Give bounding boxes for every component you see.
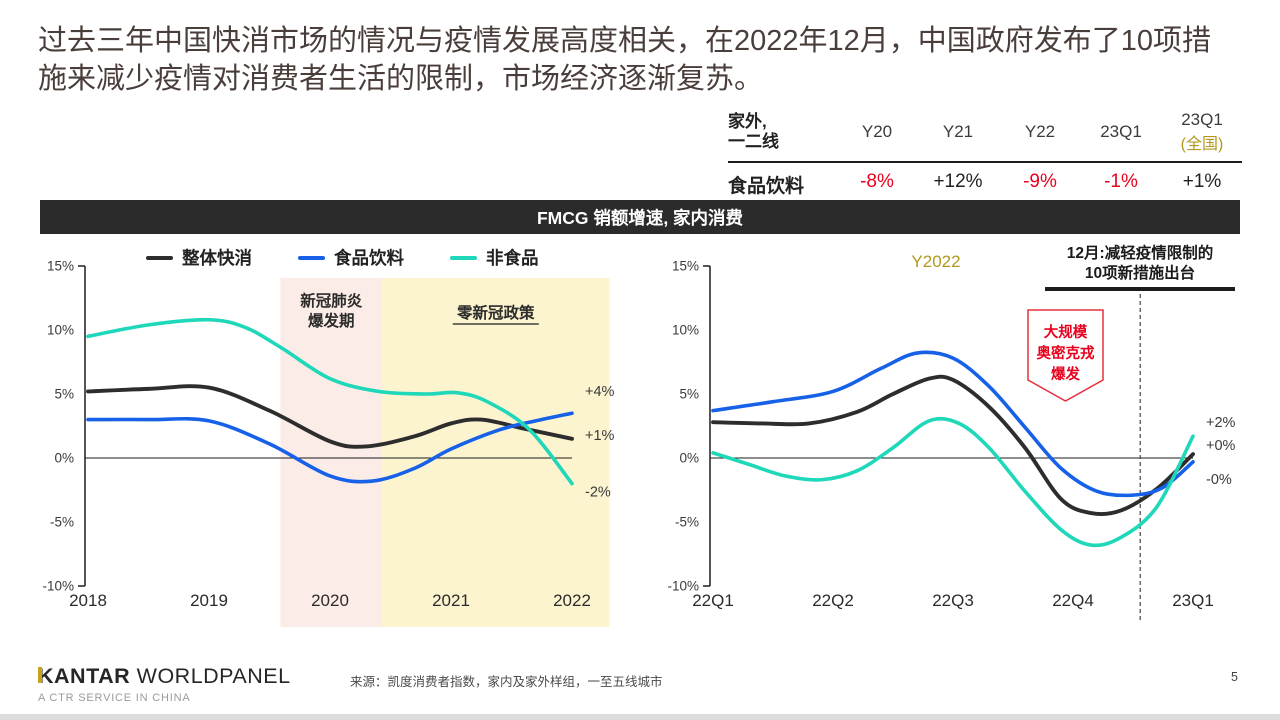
- table-col-subheader: (全国): [1180, 136, 1224, 153]
- table-value-0: -8%: [860, 171, 894, 192]
- legend-label: 整体快消: [182, 248, 252, 268]
- series-line-非食品: [711, 416, 1195, 548]
- y-tick-label: 5%: [679, 387, 699, 402]
- series-end-label-非食品: +2%: [1206, 415, 1236, 431]
- table-col-header: Y21: [916, 110, 1000, 163]
- x-tick-label: 22Q3: [932, 591, 974, 610]
- legend-item-整体快消: 整体快消: [146, 245, 252, 270]
- x-tick-label: 2020: [311, 591, 349, 610]
- page-title: 过去三年中国快消市场的情况与疫情发展高度相关，在2022年12月，中国政府发布了…: [38, 25, 1212, 95]
- band-1: [382, 278, 610, 627]
- legend-swatch: [146, 255, 173, 260]
- band-label: 零新冠政策: [456, 303, 535, 322]
- table-value-1: +12%: [933, 171, 983, 192]
- chart-legend: 整体快消 食品饮料 非食品: [146, 245, 539, 270]
- omicron-badge-text: 大规模: [1044, 323, 1088, 341]
- kantar-logo: KANTAR WORLDPANEL: [38, 664, 291, 688]
- series-line-食品饮料: [86, 411, 574, 484]
- series-line-食品饮料: [711, 350, 1195, 498]
- legend-swatch: [450, 255, 477, 260]
- y-tick-label: 0%: [679, 451, 699, 466]
- table-col-header: 23Q1 (全国): [1162, 110, 1242, 163]
- legend-item-食品饮料: 食品饮料: [298, 245, 404, 270]
- omicron-badge-text: 奥密克戎: [1037, 344, 1095, 362]
- slide-bottom-edge: [0, 714, 1280, 720]
- summary-table: 家外, 一二线 Y20 Y21 Y22 23Q1 23Q1 (全国) 食品饮料 …: [728, 110, 1242, 198]
- table-value-2: -9%: [1023, 171, 1057, 192]
- omicron-badge-text: 爆发: [1051, 365, 1080, 383]
- measures-note: 10项新措施出台: [1085, 263, 1195, 282]
- table-value-4: +1%: [1182, 171, 1222, 192]
- y-tick-label: -10%: [42, 579, 74, 594]
- right-chart: 15% 10% 5% 0% -5% -10%22Q1 22Q2 22Q3 22Q4 23Q1 Y20…: [667, 243, 1236, 622]
- y-tick-label: 0%: [54, 451, 74, 466]
- note-underline-bar: [1045, 287, 1235, 291]
- series-end-label-非食品: -2%: [585, 485, 611, 501]
- y-tick-label: 10%: [672, 323, 699, 338]
- series-end-label-整体快消: +1%: [585, 428, 615, 444]
- series-line-整体快消: [711, 374, 1195, 517]
- band-0: [280, 278, 383, 627]
- legend-label: 非食品: [486, 248, 539, 268]
- table-row-label: 食品饮料: [728, 176, 805, 197]
- page-number: 5: [1231, 670, 1238, 684]
- y-tick-label: 5%: [54, 387, 74, 402]
- y-tick-label: -5%: [675, 515, 699, 530]
- x-tick-label: 2018: [69, 591, 107, 610]
- y-tick-label: 15%: [672, 259, 699, 274]
- y-tick-label: 10%: [47, 323, 74, 338]
- table-col-header: Y20: [838, 110, 916, 163]
- year-label: Y2022: [911, 252, 960, 271]
- series-end-label-食品饮料: +4%: [585, 384, 615, 400]
- series-line-非食品: [86, 317, 574, 486]
- series-end-label-食品饮料: -0%: [1206, 472, 1232, 488]
- legend-swatch: [298, 255, 325, 260]
- y-tick-label: -5%: [50, 515, 74, 530]
- chart-banner-title: FMCG 销额增速, 家内消费: [536, 207, 744, 228]
- x-tick-label: 22Q2: [812, 591, 854, 610]
- y-tick-label: -10%: [667, 579, 699, 594]
- logo-gold-bar: [38, 667, 42, 683]
- chart-banner: FMCG 销额增速, 家内消费: [40, 200, 1240, 234]
- band-label: 新冠肺炎: [300, 291, 363, 310]
- logo-tagline: A CTR SERVICE IN CHINA: [38, 692, 191, 704]
- x-tick-label: 22Q1: [692, 591, 734, 610]
- source-note: 来源：凯度消费者指数，家内及家外样组，一至五线城市: [350, 675, 663, 689]
- x-tick-label: 2021: [432, 591, 470, 610]
- series-line-整体快消: [86, 384, 574, 449]
- y-tick-label: 15%: [47, 259, 74, 274]
- table-corner-label: 家外, 一二线: [728, 110, 838, 163]
- x-tick-label: 23Q1: [1172, 591, 1214, 610]
- table-value-3: -1%: [1104, 171, 1138, 192]
- x-tick-label: 2022: [553, 591, 591, 610]
- omicron-badge: [1027, 309, 1104, 402]
- band-label: 爆发期: [308, 311, 355, 330]
- legend-label: 食品饮料: [334, 248, 404, 268]
- series-end-label-整体快消: +0%: [1206, 438, 1236, 454]
- measures-note: 12月:减轻疫情限制的: [1067, 243, 1213, 262]
- x-tick-label: 22Q4: [1052, 591, 1094, 610]
- table-col-header: 23Q1: [1080, 110, 1162, 163]
- table-col-header: Y22: [1000, 110, 1080, 163]
- x-tick-label: 2019: [190, 591, 228, 610]
- legend-item-非食品: 非食品: [450, 245, 539, 270]
